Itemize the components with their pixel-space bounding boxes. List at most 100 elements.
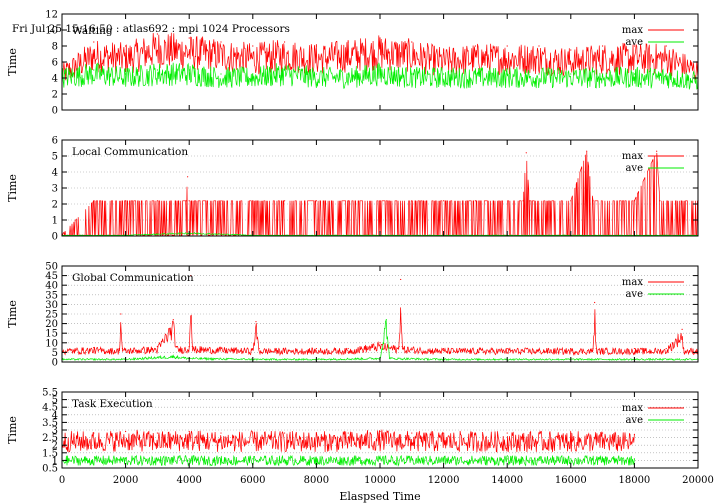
data-point-max — [379, 430, 381, 433]
legend-label-max: max — [622, 403, 643, 414]
panel-4: 0.511.522.533.544.555.5 0 2000 4000 6000 8000… — [6, 388, 714, 487]
data-point-ave — [379, 69, 381, 71]
data-point-max — [93, 432, 95, 434]
y-tick-label: 50 — [45, 262, 58, 273]
y-tick-label: 0.5 — [42, 464, 58, 475]
data-point-max — [443, 347, 445, 350]
y-tick-label: 25 — [45, 310, 58, 321]
data-point-max — [252, 347, 254, 350]
y-tick-label: 4.5 — [42, 403, 58, 414]
data-point-max — [258, 347, 260, 350]
y-tick-label: 0 — [52, 106, 58, 117]
data-point-max — [93, 347, 95, 349]
y-axis-label: Time — [6, 174, 19, 202]
data-point-max — [633, 433, 636, 436]
data-point-ave — [188, 458, 190, 460]
data-point-max — [252, 45, 254, 47]
data-point-max — [538, 45, 540, 47]
y-tick-label: 1.5 — [42, 448, 58, 459]
data-point-max — [474, 45, 476, 47]
data-point-max — [592, 200, 594, 202]
data-point-ave — [125, 458, 127, 460]
data-point-ave — [172, 355, 174, 357]
data-point-max — [347, 41, 349, 43]
data-point-ave — [220, 73, 222, 75]
data-point-max — [118, 347, 120, 350]
data-point-max — [474, 432, 476, 434]
data-point-max — [681, 328, 683, 330]
data-point-max — [220, 200, 222, 202]
data-point-max — [570, 432, 572, 434]
data-point-max — [656, 150, 658, 152]
data-point-max — [411, 432, 413, 434]
series-line-ave — [61, 320, 699, 362]
data-point-ave — [665, 73, 667, 75]
y-tick-label: 3 — [52, 184, 58, 195]
data-point-max — [506, 432, 508, 434]
data-point-max — [659, 200, 661, 202]
data-point-max — [315, 200, 317, 202]
data-point-ave — [474, 73, 476, 75]
series-line-ave — [61, 454, 635, 467]
series-line-max — [62, 151, 699, 236]
data-point-max — [156, 200, 158, 202]
y-axis-label: Time — [6, 416, 19, 444]
data-point-ave — [125, 73, 127, 75]
y-tick-label: 8 — [52, 42, 58, 53]
data-point-max — [602, 45, 604, 47]
data-point-ave — [156, 69, 158, 71]
data-point-max — [156, 346, 158, 348]
data-point-max — [592, 347, 594, 350]
x-tick-label: 10000 — [364, 475, 396, 486]
data-point-max — [255, 321, 257, 323]
data-point-max — [443, 200, 445, 202]
x-tick-label: 18000 — [618, 475, 650, 486]
y-axis-label: Time — [6, 300, 19, 328]
y-tick-label: 5.5 — [42, 388, 58, 399]
x-tick-label: 20000 — [682, 475, 714, 486]
data-point-ave — [443, 458, 445, 460]
legend-label-max: max — [622, 25, 643, 36]
data-point-max — [506, 45, 508, 47]
data-point-max — [379, 342, 381, 344]
y-axis-label: Time — [6, 48, 19, 76]
y-tick-label: 2 — [52, 200, 58, 211]
data-point-ave — [506, 458, 508, 460]
y-tick-label: 40 — [45, 281, 58, 292]
y-tick-label: 3 — [52, 426, 58, 437]
x-tick-label: 4000 — [176, 475, 201, 486]
data-point-ave — [252, 458, 254, 460]
data-point-max — [570, 347, 572, 350]
data-point-max — [525, 152, 527, 154]
data-point-ave — [602, 73, 604, 75]
y-tick-label: 4 — [52, 168, 58, 179]
data-point-max — [315, 347, 317, 350]
y-tick-label: 4 — [52, 74, 58, 85]
data-point-max — [594, 301, 596, 304]
data-point-max — [633, 200, 636, 202]
x-tick-label: 12000 — [428, 475, 460, 486]
data-point-max — [570, 49, 572, 51]
data-point-max — [284, 200, 286, 202]
y-tick-label: 0 — [52, 358, 58, 369]
y-tick-label: 3.5 — [42, 418, 58, 429]
legend-label-max: max — [622, 151, 643, 162]
x-tick-label: 2000 — [113, 475, 138, 486]
data-point-max — [443, 49, 445, 51]
data-point-max — [187, 176, 189, 178]
data-point-ave — [252, 73, 254, 75]
y-tick-label: 20 — [45, 319, 58, 330]
data-point-max — [522, 200, 524, 202]
x-tick-label: 16000 — [555, 475, 587, 486]
data-point-max — [120, 313, 122, 315]
y-tick-label: 45 — [45, 271, 58, 282]
data-point-max — [401, 346, 403, 348]
data-point-max — [156, 432, 158, 434]
data-point-max — [121, 347, 124, 350]
panel-title: Local Communication — [72, 146, 188, 158]
data-point-ave — [506, 73, 508, 75]
data-point-max — [252, 432, 254, 434]
data-point-max — [188, 430, 190, 433]
